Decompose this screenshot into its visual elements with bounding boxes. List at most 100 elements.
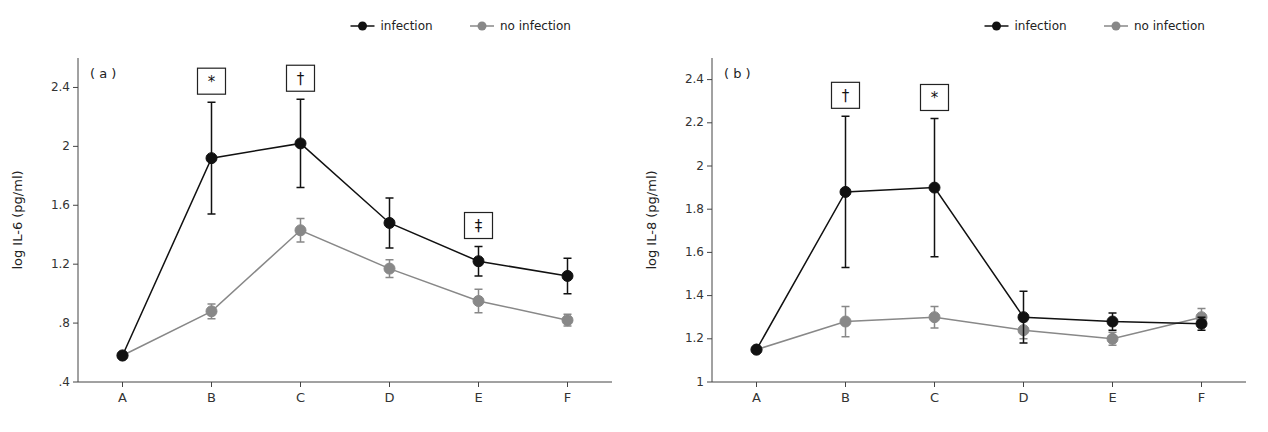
- y-tick-label: 1.8: [685, 202, 704, 216]
- y-tick: [73, 205, 78, 206]
- point: [562, 270, 573, 281]
- annotation-box: [198, 68, 226, 94]
- point: [206, 306, 217, 317]
- x-tick: [478, 382, 479, 387]
- x-tick: [1023, 382, 1024, 387]
- y-tick-label: 2.4: [685, 72, 704, 86]
- panel: .4.81.21.622.4ABCDEFlog IL-6 (pg/ml)( a …: [10, 19, 612, 406]
- point: [1018, 312, 1029, 323]
- x-tick-label: A: [752, 390, 761, 405]
- x-tick-label: B: [841, 390, 850, 405]
- legend: infection no infection: [985, 19, 1205, 33]
- y-tick-label: 2: [696, 159, 704, 173]
- legend-label: no infection: [1134, 19, 1205, 33]
- y-tick-label: 2: [62, 139, 70, 153]
- y-tick-label: 1: [696, 375, 704, 389]
- x-tick: [300, 382, 301, 387]
- y-tick-label: 2.4: [51, 80, 70, 94]
- point: [117, 350, 128, 361]
- series-line: [123, 143, 568, 355]
- x-tick-label: E: [1108, 390, 1116, 405]
- y-tick-label: 1.4: [685, 288, 704, 302]
- legend-label: infection: [381, 19, 433, 33]
- y-tick: [707, 79, 712, 80]
- x-tick: [567, 382, 568, 387]
- x-tick-label: B: [207, 390, 216, 405]
- y-tick: [707, 382, 712, 383]
- y-tick: [73, 382, 78, 383]
- x-tick-label: F: [1198, 390, 1205, 405]
- x-tick-label: C: [296, 390, 305, 405]
- y-tick-label: 2.2: [685, 115, 704, 129]
- point: [295, 138, 306, 149]
- series: [117, 219, 573, 361]
- y-tick: [707, 252, 712, 253]
- point: [1196, 318, 1207, 329]
- y-tick: [707, 295, 712, 296]
- x-tick-label: D: [1018, 390, 1028, 405]
- y-tick: [73, 264, 78, 265]
- y-axis: [712, 58, 713, 382]
- y-tick-label: 1.6: [685, 245, 704, 259]
- figure: .4.81.21.622.4ABCDEFlog IL-6 (pg/ml)( a …: [0, 0, 1268, 432]
- annotation-box: [921, 84, 949, 110]
- annotation: *: [931, 89, 939, 107]
- point: [1107, 333, 1118, 344]
- y-axis: [78, 58, 79, 382]
- point: [751, 344, 762, 355]
- annotation: *: [208, 73, 216, 91]
- point: [384, 217, 395, 228]
- y-tick-label: .4: [59, 375, 70, 389]
- x-axis: [712, 382, 1246, 383]
- panel-label: ( b ): [724, 66, 751, 81]
- annotation-box: [832, 82, 860, 108]
- y-tick-label: .8: [59, 316, 70, 330]
- y-tick-label: 1.2: [51, 257, 70, 271]
- x-axis: [78, 382, 612, 383]
- point: [1107, 316, 1118, 327]
- y-tick: [707, 209, 712, 210]
- series: [117, 99, 573, 361]
- y-tick: [707, 166, 712, 167]
- point: [384, 263, 395, 274]
- y-tick: [73, 323, 78, 324]
- series-line: [757, 188, 1202, 350]
- x-tick: [1112, 382, 1113, 387]
- legend: infectionno infection: [351, 19, 571, 33]
- y-tick: [707, 122, 712, 123]
- y-tick-label: 1.6: [51, 198, 70, 212]
- x-tick-label: D: [384, 390, 394, 405]
- x-tick-label: C: [930, 390, 939, 405]
- legend-marker: [1112, 22, 1121, 31]
- y-tick: [73, 146, 78, 147]
- point: [929, 312, 940, 323]
- point: [473, 256, 484, 267]
- legend-marker: [358, 22, 367, 31]
- legend-marker: [992, 22, 1001, 31]
- point: [751, 344, 762, 355]
- y-axis-label: log IL-8 (pg/ml): [644, 170, 659, 269]
- annotation-box: [465, 213, 493, 239]
- x-tick: [389, 382, 390, 387]
- point: [295, 225, 306, 236]
- x-tick: [756, 382, 757, 387]
- annotation-box: [287, 65, 315, 91]
- x-tick-label: F: [564, 390, 571, 405]
- y-axis-label: log IL-6 (pg/ml): [10, 170, 25, 269]
- series: [751, 116, 1207, 355]
- y-tick-label: 1.2: [685, 331, 704, 345]
- legend-marker: [478, 22, 487, 31]
- y-tick: [707, 338, 712, 339]
- panel: 1 1.2 1.4 1.6 1.8 2 2.2 2.4 A B C D E Flog IL-8 (pg/m…: [644, 19, 1246, 406]
- x-tick: [211, 382, 212, 387]
- x-tick-label: A: [118, 390, 127, 405]
- point: [473, 296, 484, 307]
- point: [206, 153, 217, 164]
- point: [929, 182, 940, 193]
- series: [751, 306, 1207, 355]
- point: [840, 316, 851, 327]
- point: [562, 315, 573, 326]
- annotation: †: [842, 87, 850, 105]
- annotation: †: [297, 70, 305, 88]
- legend-label: infection: [1015, 19, 1067, 33]
